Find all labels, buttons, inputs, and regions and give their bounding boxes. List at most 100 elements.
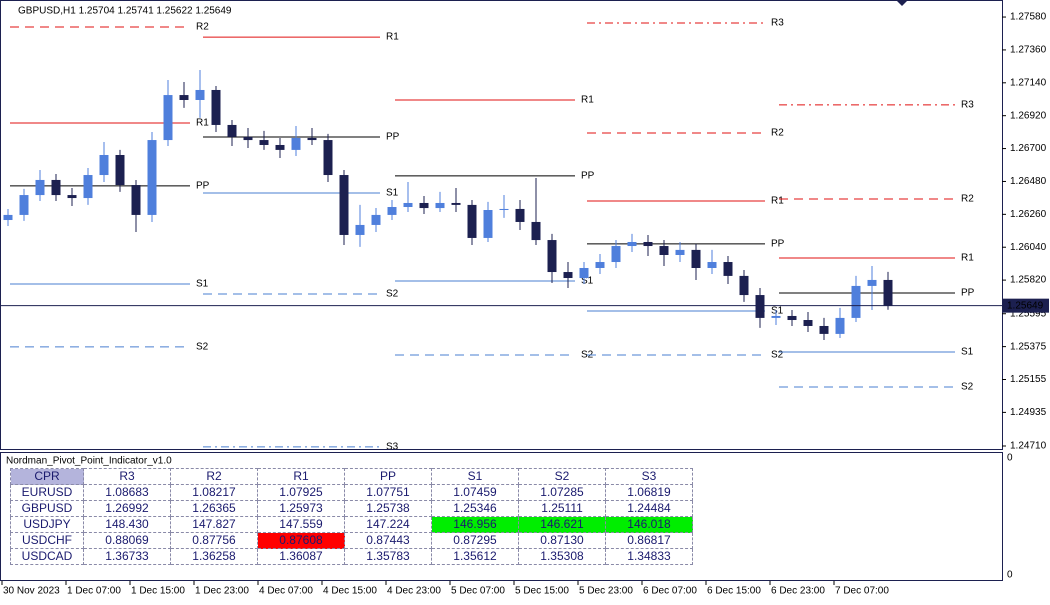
table-cell: CPR <box>10 468 84 485</box>
candle-body <box>739 275 749 296</box>
pivot-label: S1 <box>196 279 209 290</box>
x-tick-label: 6 Dec 15:00 <box>707 586 761 597</box>
table-cell: 0.87130 <box>518 532 606 549</box>
y-tick-label: 1.24935 <box>1010 407 1047 418</box>
pivot-table: CPR R3 R2 R1 PP S1 S2 S3 EURUSD 1.08683 1.08217 1.0… <box>10 468 693 565</box>
candle-body <box>371 214 381 225</box>
plot-area: R2 R1 PP S1 S2 R1 PP S1 S2 S3 R1 PP S1 S2 R3 R2 R1 PP S1 S2… <box>3 18 975 453</box>
candle-body <box>275 144 285 150</box>
y-tick-label: 1.26040 <box>1010 242 1047 253</box>
table-cell: USDCAD <box>10 548 84 565</box>
candle-body <box>355 224 365 235</box>
candle-body <box>387 207 397 215</box>
table-cell: 1.07925 <box>257 484 345 501</box>
table-cell: 1.25346 <box>431 500 519 517</box>
candle-body <box>83 175 93 199</box>
candle-body <box>99 154 109 176</box>
candle-body <box>755 295 765 318</box>
y-tick-label: 1.26920 <box>1010 110 1047 121</box>
table-cell: 0.87443 <box>344 532 432 549</box>
table-cell: S1 <box>431 468 519 485</box>
candle-body <box>627 241 637 247</box>
table-row: EURUSD 1.08683 1.08217 1.07925 1.07751 1.0745… <box>10 484 693 501</box>
y-tick-label: 1.27580 <box>1010 12 1047 23</box>
y-tick-label: 1.26480 <box>1010 176 1047 187</box>
table-cell: 147.224 <box>344 516 432 533</box>
table-cell: 1.07459 <box>431 484 519 501</box>
candle-body <box>179 95 189 100</box>
table-cell: 1.07285 <box>518 484 606 501</box>
x-tick-label: 1 Dec 15:00 <box>131 586 185 597</box>
candle-body <box>291 137 301 150</box>
pivot-label: S2 <box>961 382 974 393</box>
candle-body <box>19 195 29 215</box>
shift-marker <box>896 0 908 6</box>
table-cell: 1.26365 <box>170 500 258 517</box>
candle-body <box>675 249 685 255</box>
candle-body <box>403 202 413 208</box>
table-row: CPR R3 R2 R1 PP S1 S2 S3 <box>10 468 693 485</box>
y-tick-label: 1.25595 <box>1010 308 1047 319</box>
pivot-label: S2 <box>196 342 209 353</box>
y-tick-label: 1.27140 <box>1010 77 1047 88</box>
candle-body <box>147 140 157 215</box>
candle-body <box>259 140 269 145</box>
table-cell: S2 <box>518 468 606 485</box>
candle-body <box>67 195 77 199</box>
candle-body <box>691 249 701 268</box>
table-cell: 0.87756 <box>170 532 258 549</box>
y-tick-label: 1.25155 <box>1010 374 1047 385</box>
candle-body <box>115 154 125 186</box>
candle-body <box>131 185 141 215</box>
candle-body <box>883 279 893 306</box>
y-tick-label: 1.26700 <box>1010 143 1047 154</box>
y-tick-label: 1.27360 <box>1010 45 1047 56</box>
candle-body <box>771 315 781 318</box>
x-tick-label: 1 Dec 23:00 <box>195 586 249 597</box>
candle-body <box>707 262 717 268</box>
candle-body <box>323 140 333 176</box>
table-cell: 1.35308 <box>518 548 606 565</box>
table-cell: 1.08217 <box>170 484 258 501</box>
table-cell: 1.36087 <box>257 548 345 565</box>
pivot-label: S2 <box>771 350 784 361</box>
table-cell: 1.08683 <box>83 484 171 501</box>
table-cell: 148.430 <box>83 516 171 533</box>
candle-body <box>803 320 813 326</box>
candle-body <box>579 267 589 279</box>
sub-axis-label: 0 <box>1007 453 1013 464</box>
table-row: USDCHF 0.88069 0.87756 0.87608 0.87443 0.8729… <box>10 532 693 549</box>
candle-body <box>819 325 829 334</box>
table-cell: 1.34833 <box>605 548 693 565</box>
x-tick-label: 5 Dec 07:00 <box>451 586 505 597</box>
table-cell: 1.35612 <box>431 548 519 565</box>
candle-body <box>3 214 13 221</box>
candle-body <box>163 95 173 141</box>
pivot-label: S3 <box>386 442 399 453</box>
pivot-label: R2 <box>771 128 784 139</box>
table-cell: 1.35783 <box>344 548 432 565</box>
candle-body <box>643 241 653 247</box>
main-pane <box>0 0 1003 450</box>
pivot-label: R3 <box>961 100 974 111</box>
candle-body <box>723 262 733 276</box>
x-tick-label: 5 Dec 15:00 <box>515 586 569 597</box>
pivot-label: R1 <box>961 253 974 264</box>
x-tick-label: 30 Nov 2023 <box>3 586 60 597</box>
pivot-label: PP <box>581 171 595 182</box>
pivot-label: PP <box>196 181 210 192</box>
table-row: USDJPY 148.430 147.827 147.559 147.224 146.95… <box>10 516 693 533</box>
candle-body <box>835 317 845 334</box>
table-cell: 1.06819 <box>605 484 693 501</box>
candle-body <box>211 89 221 125</box>
candle-body <box>227 124 237 137</box>
x-tick-label: 6 Dec 07:00 <box>643 586 697 597</box>
candle-body <box>867 279 877 286</box>
table-cell: USDCHF <box>10 532 84 549</box>
candle-body <box>51 179 61 196</box>
y-tick-label: 1.26260 <box>1010 209 1047 220</box>
pivot-label: S1 <box>386 188 399 199</box>
candle-body <box>515 208 525 222</box>
candle-body <box>851 285 861 318</box>
